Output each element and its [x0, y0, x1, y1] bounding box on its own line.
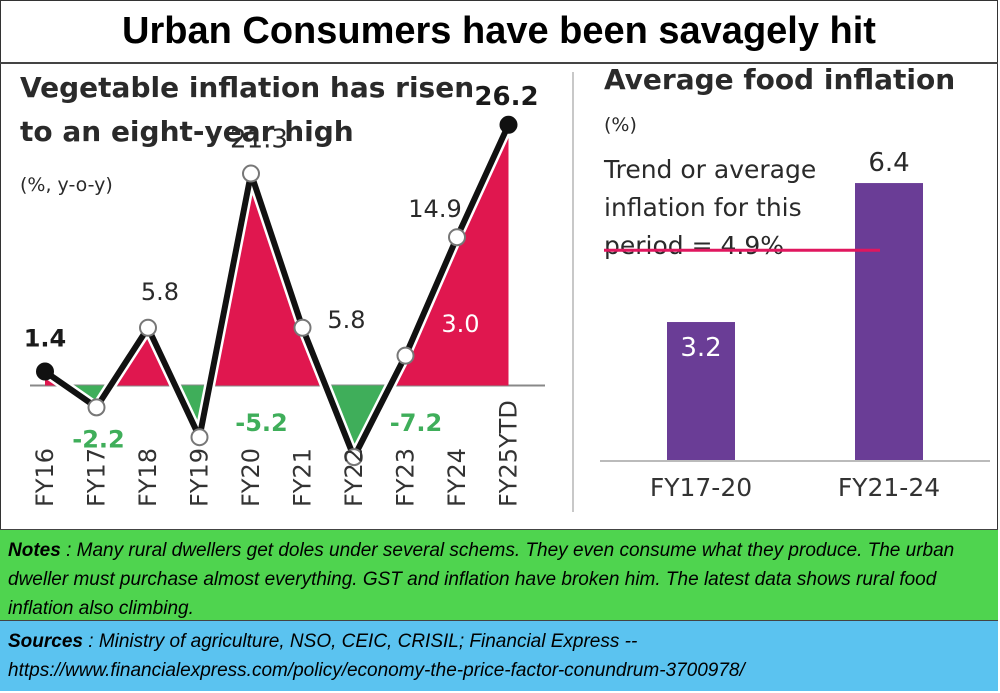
annotation-text: period = 4.9%	[604, 231, 784, 260]
line-chart-title-line-1: Vegetable inflation has risen	[20, 71, 475, 104]
sources-box: Sources : Ministry of agriculture, NSO, …	[0, 621, 998, 691]
data-point	[190, 428, 209, 447]
x-tick-label: FY22	[340, 448, 368, 507]
bar-chart-title: Average food inflation	[604, 63, 956, 96]
data-label: -7.2	[390, 409, 442, 437]
data-label: 14.9	[408, 195, 461, 223]
data-point	[242, 164, 260, 183]
annotation-text: inflation for this	[604, 193, 802, 222]
data-label: 5.8	[327, 306, 365, 334]
bar	[667, 322, 735, 461]
data-label: 3.2	[680, 333, 721, 363]
x-tick-label: FY17	[83, 448, 111, 507]
data-point	[36, 362, 54, 381]
panel-divider	[572, 72, 574, 512]
data-point	[448, 228, 466, 247]
sources-label: Sources	[8, 631, 83, 652]
data-point	[139, 318, 157, 337]
x-tick-label: FY24	[443, 448, 471, 507]
x-tick-label: FY19	[186, 448, 214, 507]
annotation-text: Trend or average	[603, 155, 816, 184]
data-label: 1.4	[24, 325, 67, 353]
data-point	[499, 115, 518, 134]
data-label: 6.4	[868, 148, 909, 178]
line-chart-title: Vegetable inflation has risen to an eigh…	[20, 66, 474, 154]
data-label: 26.2	[474, 82, 538, 112]
line-chart-unit-label: (%, y-o-y)	[20, 174, 113, 196]
x-tick-label: FY21-24	[838, 473, 940, 502]
notes-label: Notes	[8, 540, 61, 561]
x-tick-label: FY20	[237, 448, 265, 507]
bar	[855, 183, 923, 462]
bar-chart-svg: Trend or average inflation for this period…	[600, 148, 990, 502]
data-label: 5.8	[141, 278, 179, 306]
data-point	[345, 448, 363, 467]
data-label: 3.0	[441, 310, 479, 338]
notes-text: : Many rural dwellers get doles under se…	[8, 540, 955, 619]
bar-chart-unit-label: (%)	[604, 114, 637, 136]
sources-text: : Ministry of agriculture, NSO, CEIC, CR…	[8, 631, 745, 681]
x-tick-label: FY21	[289, 448, 317, 507]
x-tick-label: FY17-20	[650, 473, 752, 502]
data-point	[87, 398, 106, 417]
data-label: -2.2	[72, 425, 124, 453]
x-tick-label: FY16	[31, 448, 59, 507]
data-point	[396, 346, 415, 365]
data-label: -5.2	[235, 409, 287, 437]
data-label: 21.3	[230, 125, 288, 155]
data-point	[293, 318, 312, 337]
line-chart-svg: 1.4 -2.2 5.8 -5.2 21.3 5.8 -7.2 3.0 14.9 26.2 FY16…	[24, 82, 545, 507]
positive-area	[457, 124, 509, 386]
x-tick-label: FY23	[392, 448, 420, 507]
line-chart-title-line-2: to an eight-year high	[20, 115, 354, 148]
x-tick-label: FY25YTD	[495, 400, 523, 507]
chart-area: Vegetable inflation has risen to an eigh…	[0, 62, 1000, 529]
series-line	[43, 123, 512, 461]
notes-box: Notes : Many rural dwellers get doles un…	[0, 529, 998, 621]
x-tick-label: FY18	[134, 448, 162, 507]
page-title: Urban Consumers have been savagely hit	[0, 0, 998, 64]
